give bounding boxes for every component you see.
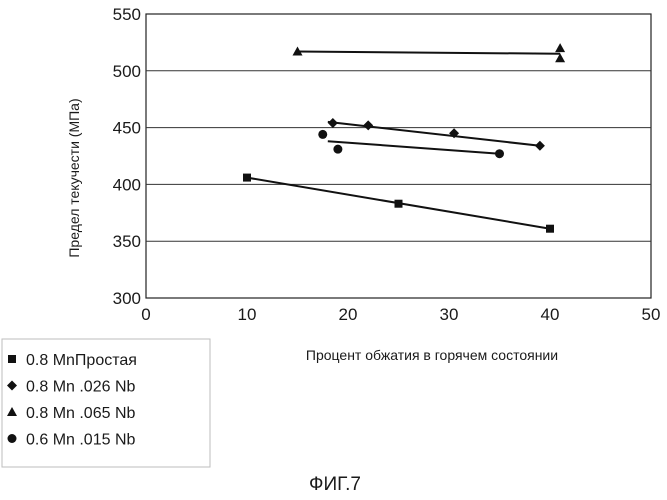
x-tick-label: 10 [238,305,257,324]
y-tick-label: 400 [113,175,141,194]
x-tick-label: 40 [541,305,560,324]
diamond-data-point [328,118,338,128]
x-tick-label: 30 [440,305,459,324]
legend-diamond-icon [7,381,17,391]
y-tick-label: 500 [113,62,141,81]
trendline-diamond [328,122,540,146]
legend: 0.8 MnПростая 0.8 Mn .026 Nb 0.8 Mn .065 N… [2,339,210,467]
legend-square-icon [8,355,16,363]
x-axis-title: Процент обжатия в горячем состоянии [306,347,558,363]
horizontal-gridlines [146,71,651,241]
legend-triangle-icon [7,407,17,416]
plot-border [146,14,651,298]
triangle-data-point [555,43,565,52]
diamond-data-point [535,141,545,151]
square-data-point [546,225,554,233]
y-tick-label: 300 [113,289,141,308]
legend-entry-label: 0.8 Mn .026 Nb [26,379,136,396]
square-data-point [243,174,251,182]
y-axis-title: Предел текучести (МПа) [66,98,82,257]
trendlines [247,51,560,228]
legend-entry-label: 0.8 MnПростая [26,352,137,369]
plot-area [146,14,651,298]
y-tick-label: 350 [113,232,141,251]
legend-circle-icon [8,434,17,443]
square-data-point [395,200,403,208]
legend-entry-label: 0.8 Mn .065 Nb [26,405,136,422]
x-tick-label: 0 [141,305,150,324]
diamond-data-point [363,120,373,130]
trendline-circle [328,141,500,153]
x-axis-tick-labels: 0 10 20 30 40 50 [141,305,660,324]
circle-data-point [495,149,504,158]
y-tick-label: 550 [113,5,141,24]
x-tick-label: 20 [339,305,358,324]
circle-data-point [333,145,342,154]
legend-entry-label: 0.6 Mn .015 Nb [26,432,136,449]
y-axis-tick-labels: 300 350 400 450 500 550 [113,5,141,308]
x-tick-label: 50 [642,305,661,324]
trendline-triangle [298,51,561,53]
y-tick-label: 450 [113,119,141,138]
figure-caption: ФИГ.7 [309,474,361,495]
circle-data-point [318,130,327,139]
